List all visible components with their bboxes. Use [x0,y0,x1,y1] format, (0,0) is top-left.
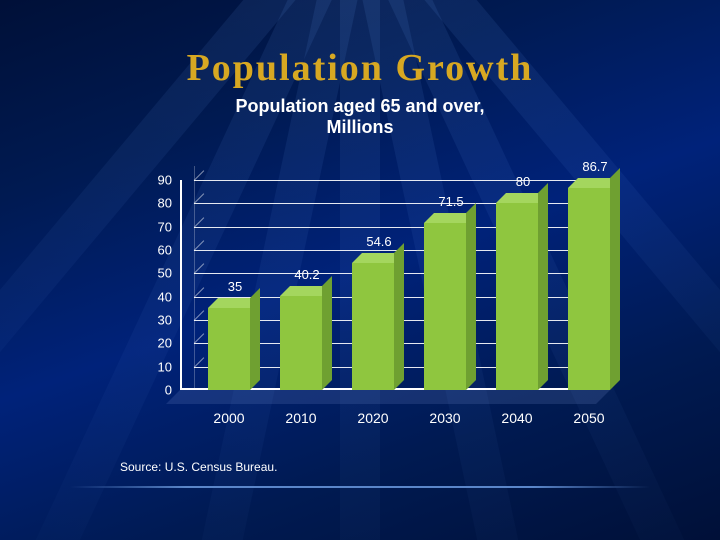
bar [352,263,394,390]
population-bar-chart: 0102030405060708090200035201040.2202054.… [180,180,610,390]
chart-subtitle: Population aged 65 and over, Millions [0,96,720,138]
bar [208,308,250,390]
y-tick-label: 10 [158,359,172,374]
y-tick-label: 30 [158,313,172,328]
bar [424,223,466,390]
bar-value-label: 35 [228,279,242,294]
footer-underline [70,486,650,488]
bar-value-label: 54.6 [366,234,391,249]
x-tick-label: 2050 [573,410,604,426]
y-tick-label: 90 [158,173,172,188]
bar-value-label: 71.5 [438,194,463,209]
bar [496,203,538,390]
y-tick-label: 0 [165,383,172,398]
slide: Population Growth Population aged 65 and… [0,0,720,540]
page-title: Population Growth [0,46,720,90]
x-tick-label: 2030 [429,410,460,426]
source-citation: Source: U.S. Census Bureau. [120,460,277,474]
y-tick-label: 20 [158,336,172,351]
bar-value-label: 86.7 [582,159,607,174]
y-tick-label: 80 [158,196,172,211]
bar [280,296,322,390]
x-tick-label: 2000 [213,410,244,426]
bar-value-label: 40.2 [294,267,319,282]
y-tick-label: 50 [158,266,172,281]
bar-value-label: 80 [516,174,530,189]
y-tick-label: 60 [158,243,172,258]
gridline [194,180,610,181]
y-axis [180,180,182,390]
subtitle-line1: Population aged 65 and over, [235,96,484,116]
x-tick-label: 2020 [357,410,388,426]
x-tick-label: 2040 [501,410,532,426]
y-tick-label: 40 [158,289,172,304]
y-tick-label: 70 [158,219,172,234]
chart-floor [166,390,610,404]
x-tick-label: 2010 [285,410,316,426]
subtitle-line2: Millions [327,117,394,137]
bar [568,188,610,390]
